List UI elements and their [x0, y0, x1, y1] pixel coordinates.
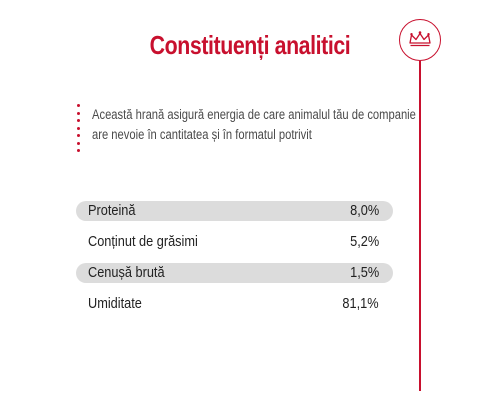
- constituent-label: Proteină: [88, 202, 136, 219]
- intro-line-1: Această hrană asigură energia de care an…: [92, 107, 416, 122]
- constituent-label: Cenușă brută: [88, 264, 165, 281]
- constituent-value: 1,5%: [349, 264, 379, 281]
- accent-vertical-line: [419, 61, 421, 391]
- table-row: Proteină 8,0%: [76, 201, 393, 221]
- brand-badge: [399, 19, 441, 61]
- table-row: Cenușă brută 1,5%: [76, 263, 393, 283]
- dotted-accent: [77, 104, 81, 156]
- intro-text: Această hrană asigură energia de care an…: [92, 105, 416, 145]
- table-row: Conținut de grăsimi 5,2%: [76, 232, 393, 252]
- constituent-value: 8,0%: [349, 202, 379, 219]
- intro-line-2: are nevoie în cantitatea și în formatul …: [92, 127, 312, 142]
- constituents-table: Proteină 8,0% Conținut de grăsimi 5,2% C…: [76, 201, 393, 325]
- crown-icon: [409, 31, 431, 47]
- constituent-value: 5,2%: [349, 233, 379, 250]
- table-row: Umiditate 81,1%: [76, 294, 393, 314]
- constituent-label: Umiditate: [88, 295, 142, 312]
- constituent-value: 81,1%: [342, 295, 379, 312]
- page-title: Constituenți analitici: [149, 30, 351, 60]
- constituent-label: Conținut de grăsimi: [88, 233, 198, 250]
